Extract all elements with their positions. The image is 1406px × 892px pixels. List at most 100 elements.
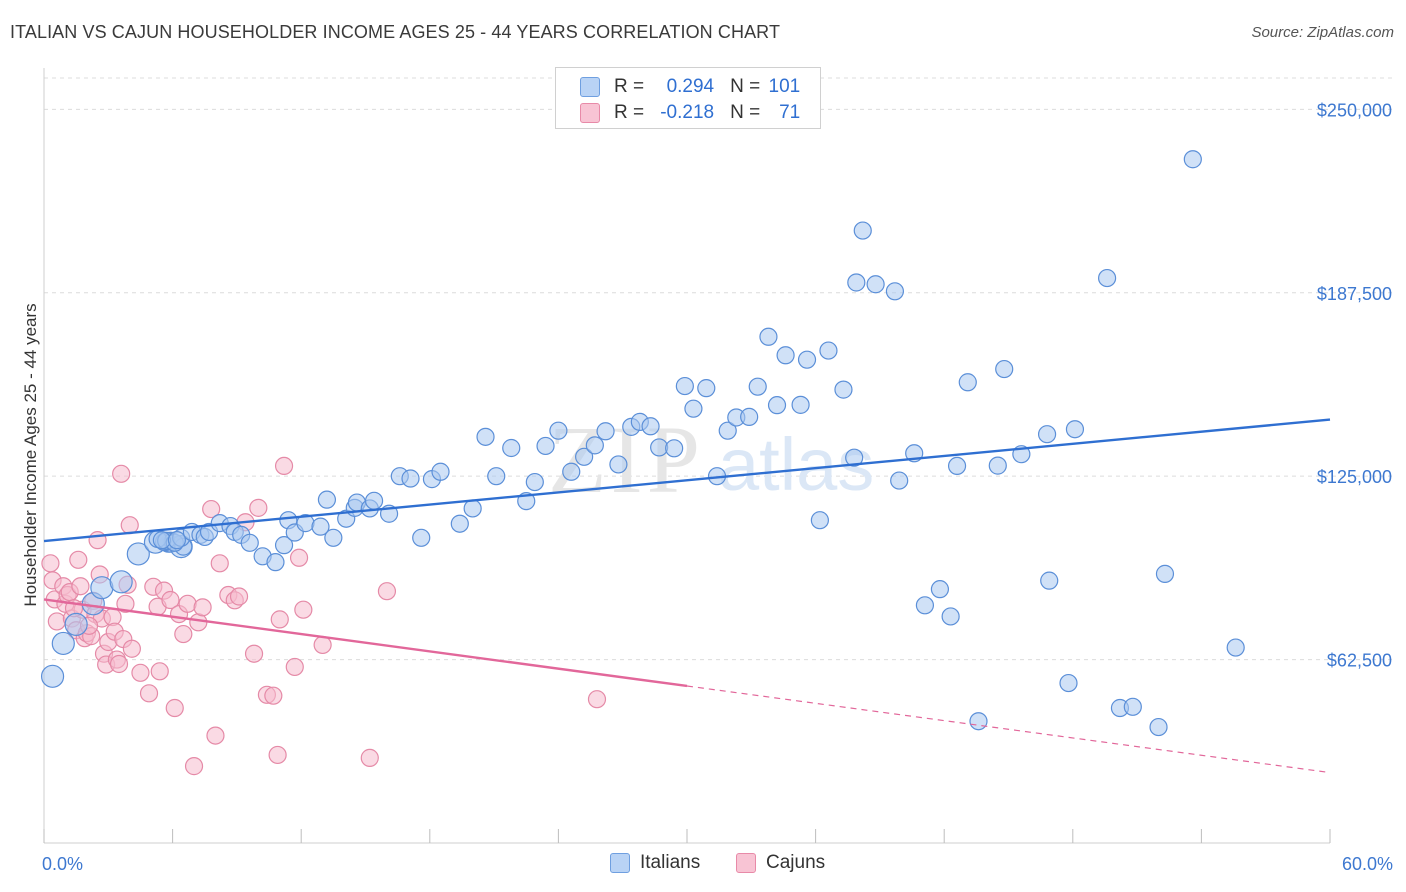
data-point-italians [845,448,864,467]
trend-lines [43,418,1331,774]
legend-r-value-cajuns: -0.218 [660,102,715,123]
data-point-italians [562,462,581,481]
data-point-cajuns [109,654,129,674]
data-point-cajuns [69,550,88,569]
data-point-cajuns [587,690,607,709]
data-point-cajuns [264,686,283,705]
source-text: Source: ZipAtlas.com [1251,24,1394,41]
trend-line-italians [43,418,1331,543]
data-point-italians [834,380,853,399]
data-point-italians [64,612,88,636]
data-point-cajuns [88,531,107,550]
data-point-italians [1183,150,1202,169]
data-point-italians [641,417,660,436]
data-point-italians [90,576,114,600]
data-point-italians [697,379,716,398]
data-point-italians [51,631,75,656]
data-point-italians [767,396,787,415]
data-point-cajuns [71,577,90,596]
data-point-italians [1059,673,1078,693]
legend-item-cajuns[interactable]: Cajuns [736,852,825,874]
data-point-italians [958,373,977,392]
data-point-cajuns [249,498,268,517]
data-point-cajuns [122,639,141,658]
data-point-italians [585,436,604,455]
legend-label-cajuns: Cajuns [766,852,826,873]
data-point-italians [776,346,795,365]
data-point-cajuns [120,516,139,535]
legend-n-value-italians: 101 [768,76,801,97]
data-point-italians [525,472,544,492]
data-point-italians [487,467,506,486]
data-point-cajuns [206,726,225,745]
data-point-italians [364,491,384,510]
trend-line-cajuns-extension [686,685,1331,774]
data-point-italians [665,439,684,458]
data-point-italians [609,455,628,474]
data-point-italians [791,395,810,414]
data-point-cajuns [377,582,397,601]
legend-r-label: R = [614,102,645,123]
data-point-italians [167,531,186,550]
legend-item-italians[interactable]: Italians [610,852,700,874]
italians-points [40,150,1245,737]
legend-r-label: R = [614,76,645,97]
data-point-italians [941,607,960,626]
data-point-italians [240,533,259,552]
data-point-cajuns [274,456,294,476]
data-point-cajuns [47,612,66,631]
y-tick-label: $62,500 [1327,651,1392,671]
data-point-italians [797,350,817,369]
x-tick-label-min: 0.0% [42,854,83,874]
data-point-italians [866,275,885,294]
data-point-cajuns [41,554,60,573]
data-point-cajuns [184,757,204,776]
data-point-italians [109,570,133,594]
axes [43,68,1331,844]
data-point-italians [412,528,431,547]
data-point-cajuns [294,600,313,619]
data-point-cajuns [193,598,212,617]
data-point-italians [819,341,838,360]
data-point-italians [853,221,872,240]
data-point-italians [1149,717,1168,737]
data-point-cajuns [131,663,150,682]
data-point-italians [1065,420,1085,439]
x-tick-label-max: 60.0% [1342,854,1393,874]
data-point-cajuns [189,613,208,632]
data-point-cajuns [289,548,309,567]
data-point-italians [759,327,778,346]
data-point-cajuns [313,635,332,655]
data-point-italians [450,514,469,533]
chart-title: ITALIAN VS CAJUN HOUSEHOLDER INCOME AGES… [10,22,781,42]
data-point-cajuns [244,644,264,663]
data-point-cajuns [161,590,180,610]
data-point-italians [1155,564,1175,583]
data-point-italians [317,490,337,509]
data-point-italians [575,447,594,466]
legend-n-label: N = [730,102,761,123]
y-tick-label: $187,500 [1317,284,1392,304]
data-point-italians [740,407,759,426]
data-point-italians [947,456,967,476]
trend-line-cajuns [43,598,688,688]
legend-swatch-cajuns [736,853,756,873]
data-point-italians [885,282,905,301]
data-point-italians [126,542,150,566]
data-point-italians [536,436,555,456]
data-point-cajuns [116,594,135,613]
data-point-cajuns [150,662,169,681]
data-point-italians [502,438,521,458]
data-point-italians [274,536,294,555]
data-point-cajuns [268,745,287,765]
data-point-italians [930,580,950,599]
data-point-cajuns [229,587,249,606]
y-tick-label: $125,000 [1317,467,1392,487]
data-point-cajuns [165,698,184,718]
data-point-italians [476,427,495,446]
data-point-italians [1037,425,1057,444]
data-point-italians [675,376,694,396]
data-point-italians [401,469,420,488]
data-point-italians [596,422,615,441]
data-point-italians [311,517,330,536]
